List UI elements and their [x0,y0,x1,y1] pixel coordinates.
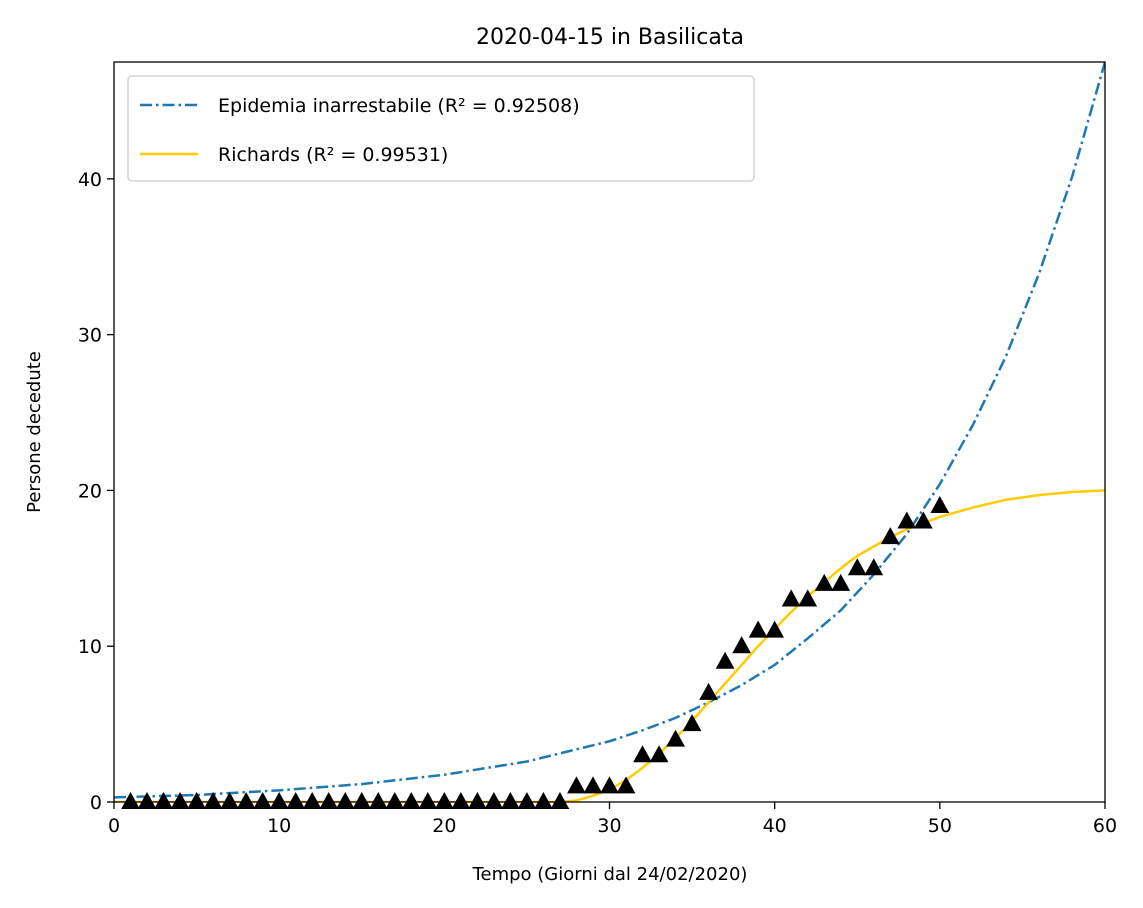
data-point [154,791,173,809]
data-point [633,745,652,763]
y-tick-label: 10 [78,636,102,658]
data-point [467,791,487,809]
data-point [897,511,917,529]
data-point [831,573,851,591]
data-point [748,620,768,638]
data-point [319,791,339,809]
data-point [335,791,355,809]
data-point [765,620,785,638]
x-tick-label: 0 [108,815,120,837]
data-point [401,791,421,809]
data-point [913,511,933,529]
data-point [368,791,388,809]
series-layer [114,62,1105,809]
tick-layer: 0 10 20 30 40 50 60 0 10 20 30 40 [78,169,1117,837]
legend-label-richards: Richards (R² = 0.99531) [218,144,448,166]
data-point [236,791,256,809]
x-tick-label: 60 [1093,815,1117,837]
data-point [121,791,140,809]
data-point [286,791,306,809]
data-point [501,791,520,809]
x-tick-label: 40 [763,815,787,837]
legend: Epidemia inarrestabile (R² = 0.92508) Ri… [127,75,755,182]
data-point [732,636,752,654]
data-point [616,776,636,794]
y-tick-label: 0 [90,792,102,814]
data-point [781,589,801,607]
data-point [880,527,900,545]
data-point [220,791,240,809]
data-point [847,558,867,576]
y-tick-label: 30 [78,325,102,347]
data-point [170,791,190,809]
data-point [798,589,818,607]
data-point [203,791,223,809]
data-point [550,791,570,809]
data-point [253,791,273,809]
data-point [682,714,702,732]
series-line-epidemia-inarrestabile [114,62,1105,799]
data-point [814,573,834,591]
data-point [484,791,504,809]
data-point [567,776,586,794]
data-point [600,776,619,794]
data-points [121,495,950,809]
data-point [534,791,553,809]
data-point [930,495,950,513]
data-point [649,745,669,763]
data-point [187,791,206,809]
series-line-richards [114,489,1105,802]
y-axis-label: Persone decedute [24,351,45,513]
data-point [715,651,735,669]
x-tick-label: 50 [928,815,952,837]
data-point [666,729,685,747]
x-tick-label: 10 [267,815,291,837]
data-point [385,791,405,809]
x-tick-label: 20 [432,815,456,837]
y-tick-label: 40 [78,169,102,191]
data-point [302,791,322,809]
y-tick-label: 20 [78,480,102,502]
x-tick-label: 30 [597,815,621,837]
data-point [137,791,157,809]
legend-label-epidemia: Epidemia inarrestabile (R² = 0.92508) [218,95,580,117]
data-point [864,558,884,576]
data-point [352,791,372,809]
x-axis-label: Tempo (Giorni dal 24/02/2020) [472,864,748,885]
legend-box [127,75,755,182]
data-point [451,791,471,809]
data-point [583,776,603,794]
chart-title: 2020-04-15 in Basilicata [476,25,744,50]
data-point [517,791,537,809]
data-point [699,682,718,700]
data-point [418,791,438,809]
